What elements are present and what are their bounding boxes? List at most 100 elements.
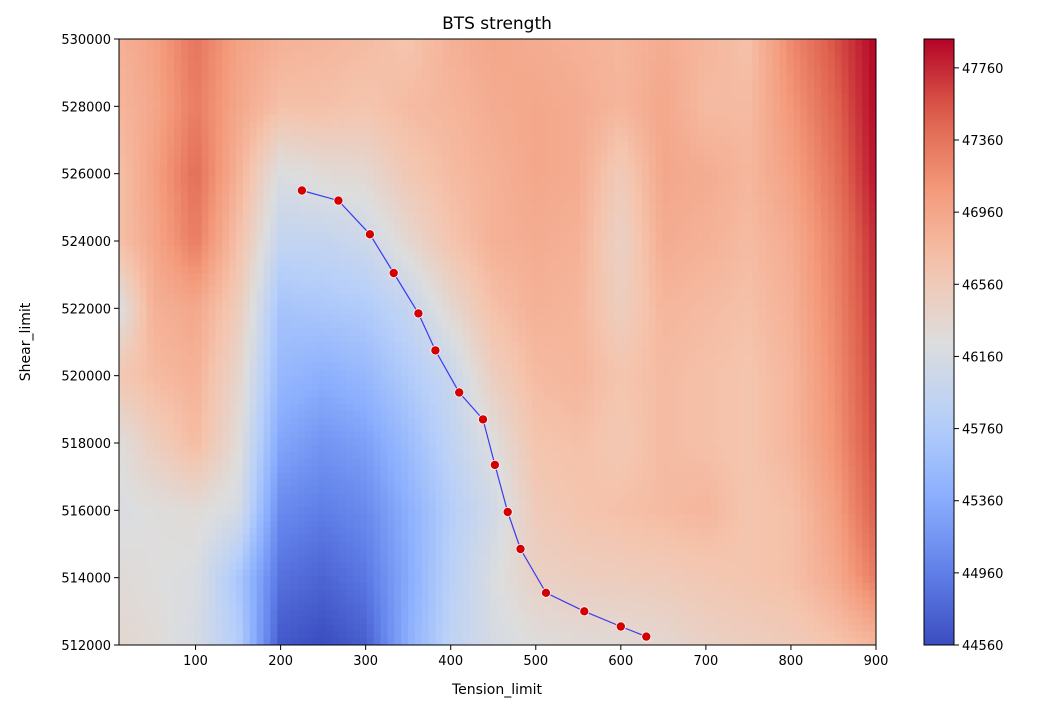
heat-cell [497, 87, 505, 95]
heat-cell [504, 300, 512, 309]
heat-cell [731, 59, 739, 68]
heat-cell [607, 328, 616, 336]
heat-cell [242, 59, 251, 68]
heat-cell [759, 300, 767, 309]
heat-cell [580, 66, 588, 75]
heat-cell [394, 59, 402, 68]
heat-cell [242, 348, 251, 357]
heat-cell [545, 156, 554, 164]
heat-cell [435, 293, 444, 302]
heat-cell [167, 342, 175, 350]
heat-cell [545, 259, 554, 267]
heat-cell [655, 94, 664, 102]
heat-cell [759, 162, 767, 171]
heat-cell [800, 204, 808, 212]
heat-cell [160, 66, 168, 75]
heat-cell [814, 335, 822, 343]
heat-cell [174, 87, 182, 95]
heat-cell [580, 39, 588, 47]
heat-cell [119, 245, 127, 254]
heat-cell [428, 321, 437, 329]
heat-cell [752, 286, 760, 295]
heat-cell [800, 128, 808, 137]
heat-cell [187, 45, 196, 54]
heat-cell [586, 73, 595, 81]
heat-cell [469, 45, 478, 54]
heat-cell [518, 314, 526, 322]
heat-cell [132, 107, 141, 116]
heat-cell [208, 135, 216, 143]
heat-cell [304, 300, 313, 309]
heat-cell [593, 128, 602, 137]
heat-cell [132, 94, 141, 102]
heat-cell [765, 135, 774, 143]
heat-cell [552, 321, 561, 329]
heat-cell [786, 149, 795, 157]
heat-cell [628, 252, 636, 260]
heat-cell [235, 80, 244, 88]
heat-cell [786, 73, 795, 81]
heat-cell [249, 156, 258, 164]
heat-cell [793, 211, 801, 219]
heat-cell [490, 300, 499, 309]
heat-cell [703, 218, 712, 226]
heat-cell [683, 273, 691, 281]
heat-cell [346, 328, 354, 336]
heat-cell [235, 39, 244, 47]
heat-cell [449, 94, 457, 102]
heat-cell [642, 149, 650, 157]
heat-cell [566, 94, 574, 102]
heat-cell [586, 307, 595, 316]
heat-cell [249, 321, 258, 329]
heat-cell [132, 52, 141, 61]
heat-cell [229, 73, 237, 81]
heat-cell [174, 259, 182, 267]
heat-cell [469, 169, 478, 178]
heat-cell [669, 45, 678, 54]
heat-cell [683, 224, 691, 233]
heat-cell [373, 252, 382, 260]
heat-cell [759, 273, 767, 281]
heat-cell [291, 162, 299, 171]
heat-cell [160, 149, 168, 157]
heat-cell [284, 273, 292, 281]
heat-cell [277, 183, 285, 192]
heat-cell [752, 218, 760, 226]
heat-cell [848, 218, 856, 226]
heat-cell [435, 169, 444, 178]
heat-cell [635, 300, 643, 309]
heat-cell [125, 238, 134, 247]
heat-cell [442, 156, 450, 164]
heat-cell [483, 45, 492, 54]
heat-cell [483, 307, 492, 316]
heat-cell [538, 218, 547, 226]
heat-cell [820, 176, 829, 185]
heat-cell [359, 121, 368, 130]
heat-cell [566, 224, 574, 233]
heat-cell [146, 59, 155, 68]
heat-cell [483, 335, 492, 343]
heat-cell [607, 218, 616, 226]
heat-cell [511, 66, 519, 75]
heat-cell [855, 39, 863, 47]
heat-cell [394, 73, 402, 81]
heat-cell [586, 273, 595, 281]
heat-cell [201, 286, 210, 295]
heat-cell [449, 59, 457, 68]
heat-cell [600, 183, 609, 192]
heat-cell [827, 273, 836, 281]
heat-cell [504, 73, 512, 81]
heat-cell [662, 266, 671, 274]
heat-cell [414, 59, 423, 68]
heat-cell [518, 204, 526, 212]
heat-cell [697, 293, 705, 302]
heat-cell [380, 66, 388, 75]
heat-cell [125, 114, 134, 123]
heat-cell [229, 224, 237, 233]
heat-cell [800, 224, 808, 233]
heat-cell [662, 135, 671, 143]
heat-cell [580, 197, 588, 205]
heat-cell [765, 80, 774, 88]
heat-cell [304, 273, 313, 281]
heat-cell [139, 100, 148, 109]
